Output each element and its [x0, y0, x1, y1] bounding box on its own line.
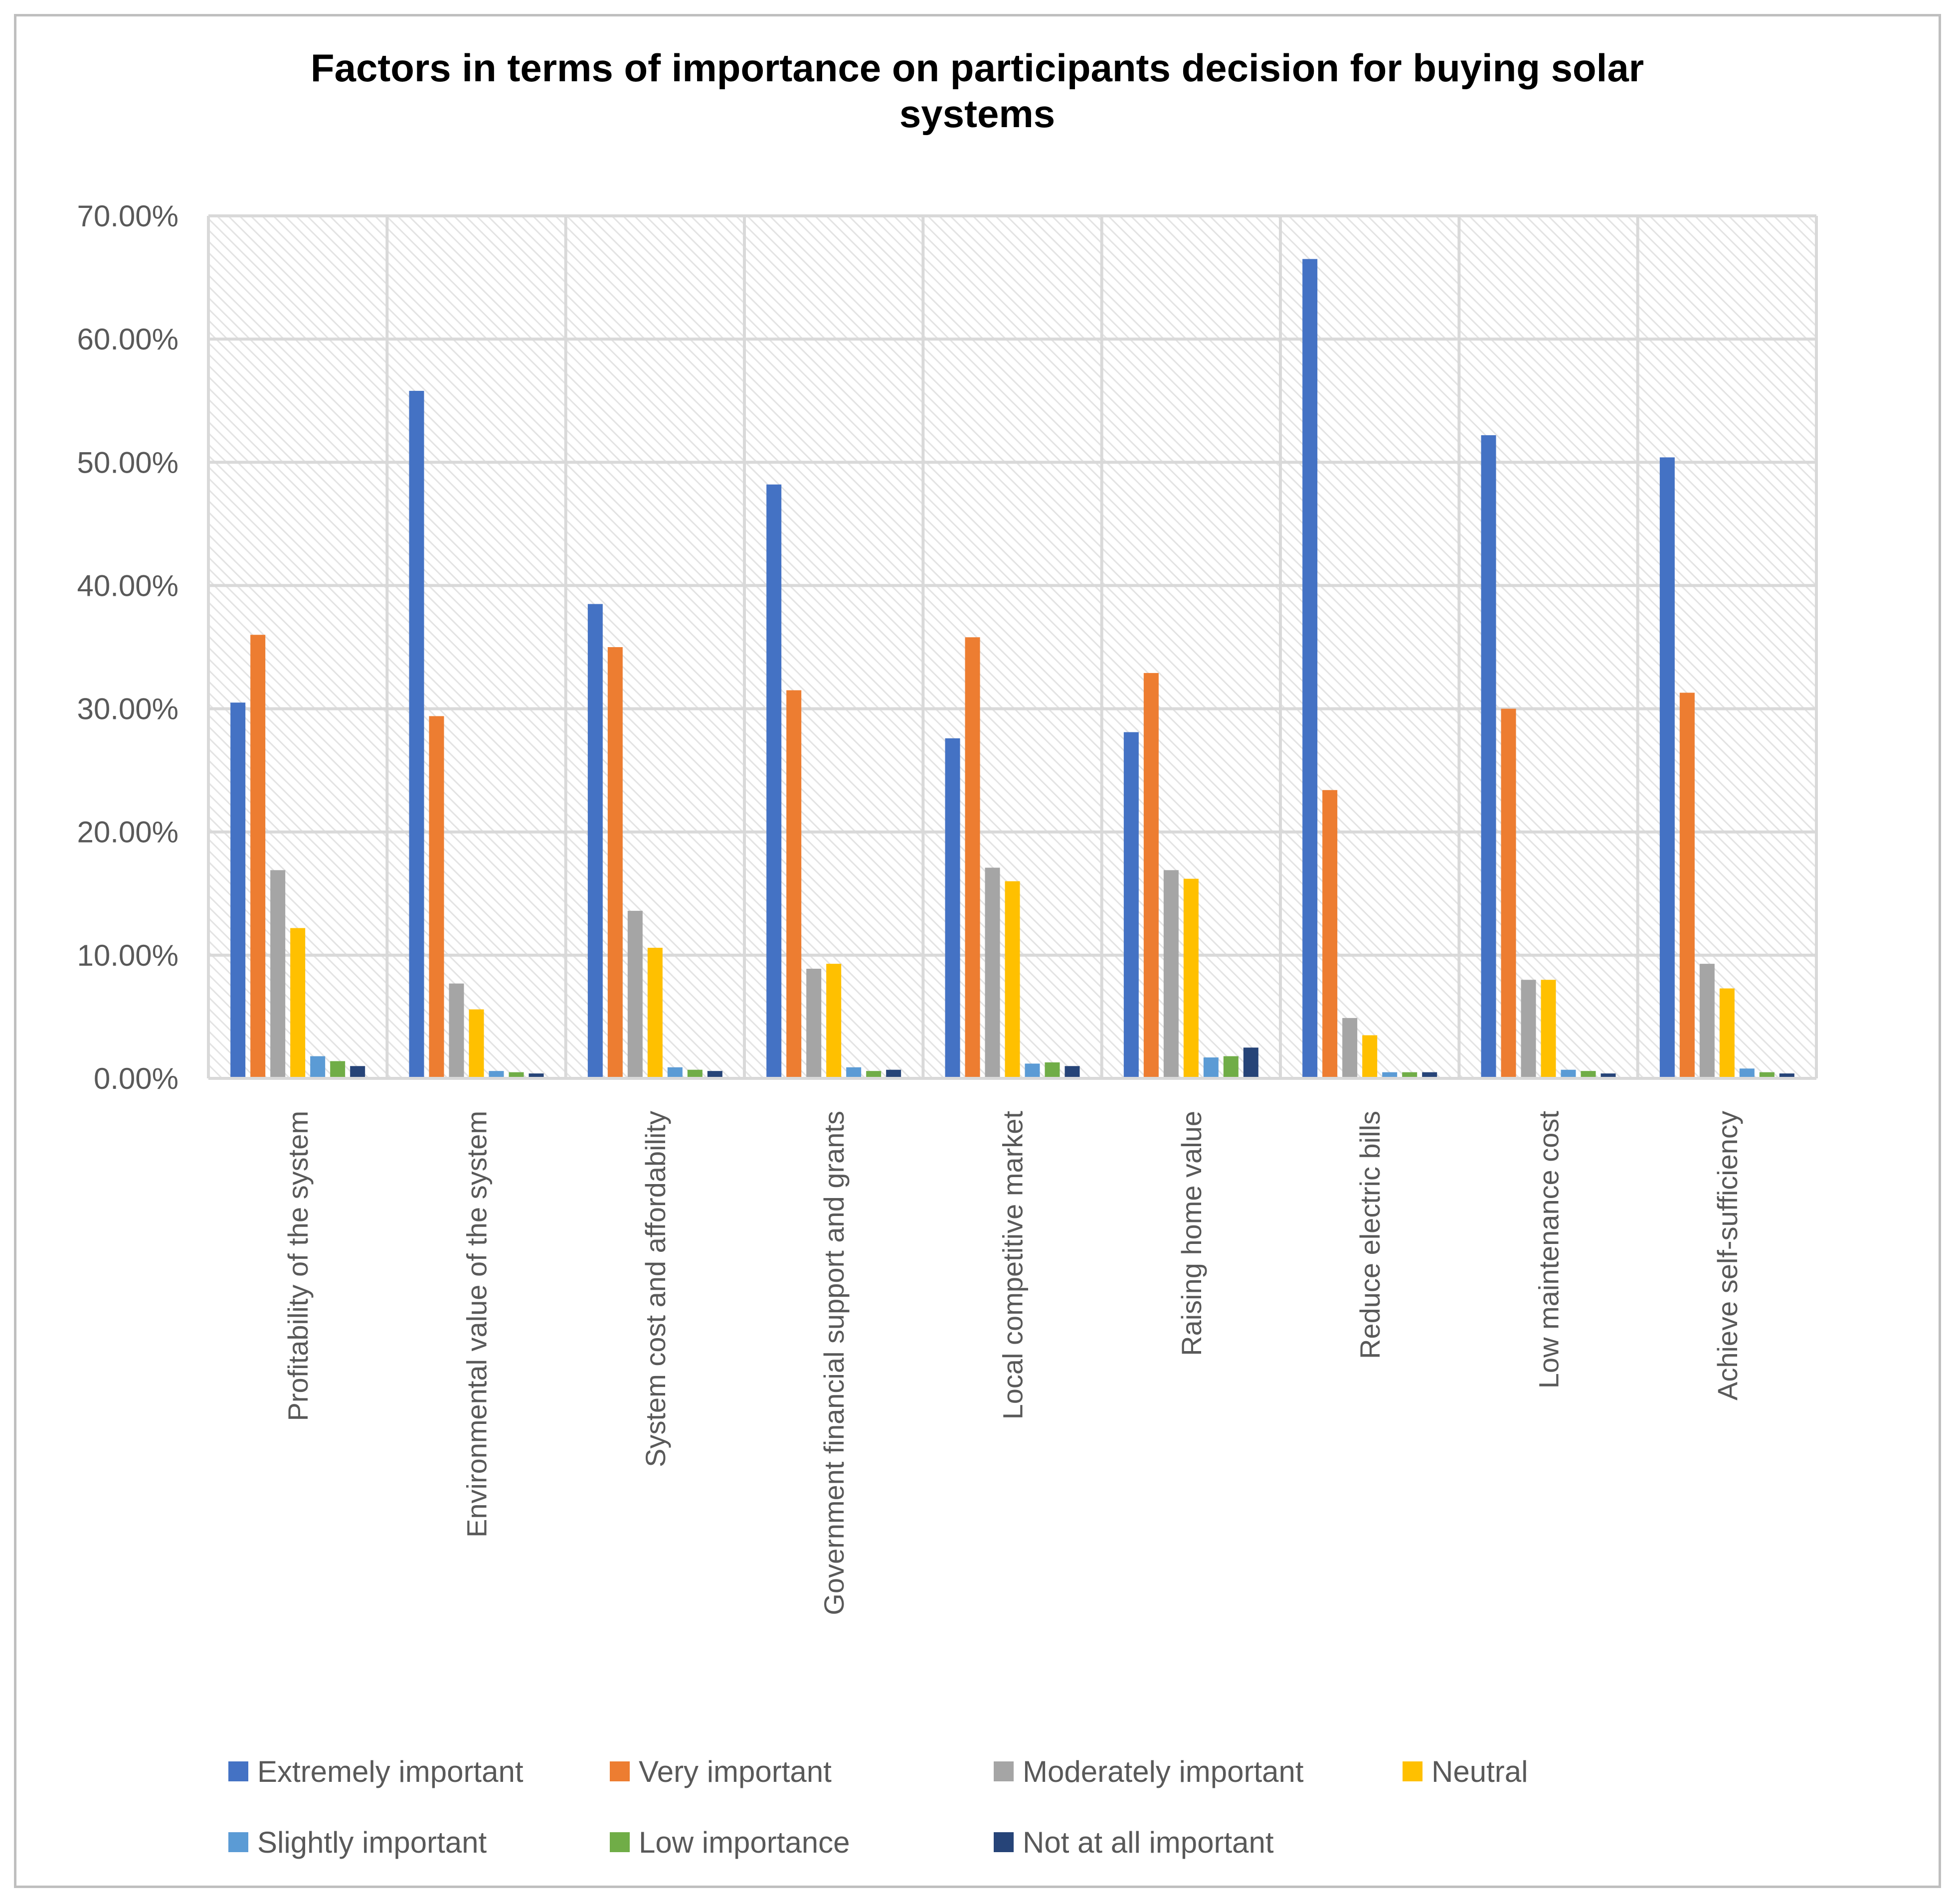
legend-label: Low importance — [639, 1826, 850, 1859]
bar — [1759, 1072, 1775, 1078]
legend-swatch — [228, 1761, 248, 1781]
y-tick-label: 50.00% — [77, 446, 179, 479]
legend-swatch — [610, 1761, 630, 1781]
bar — [1561, 1069, 1576, 1078]
bar — [1659, 457, 1675, 1078]
bar — [350, 1066, 365, 1078]
bar — [429, 716, 444, 1078]
legend-label: Moderately important — [1023, 1755, 1304, 1788]
bar — [965, 637, 980, 1078]
x-category-label: Raising home value — [1176, 1111, 1207, 1356]
y-tick-label: 30.00% — [77, 692, 179, 726]
bar — [647, 948, 663, 1078]
x-category-label: System cost and affordability — [640, 1111, 671, 1467]
bar — [1302, 259, 1318, 1078]
bar — [607, 647, 623, 1078]
legend-label: Extremely important — [257, 1755, 524, 1788]
legend-label: Very important — [639, 1755, 832, 1788]
bar — [1223, 1056, 1239, 1078]
bar — [1719, 988, 1735, 1078]
y-tick-label: 0.00% — [94, 1062, 178, 1095]
legend-swatch — [610, 1832, 630, 1852]
bar — [687, 1069, 703, 1078]
bar — [1025, 1063, 1040, 1078]
bar — [1402, 1072, 1418, 1078]
bar — [1382, 1072, 1398, 1078]
bar — [1322, 790, 1338, 1078]
bar — [1243, 1047, 1258, 1078]
bar — [1123, 732, 1139, 1078]
bar — [1045, 1062, 1060, 1078]
chart-title-line-2: systems — [899, 92, 1055, 136]
bar — [846, 1067, 862, 1078]
bar — [1521, 980, 1536, 1078]
y-tick-label: 20.00% — [77, 816, 179, 849]
bar — [529, 1073, 544, 1078]
chart-frame: Factors in terms of importance on partic… — [14, 14, 1941, 1888]
bar — [270, 870, 286, 1078]
chart-title-line-1: Factors in terms of importance on partic… — [311, 46, 1644, 90]
x-category-label: Government financial support and grants — [818, 1111, 850, 1615]
y-tick-label: 10.00% — [77, 939, 179, 972]
bar — [409, 390, 424, 1078]
x-category-label: Achieve self-sufficiency — [1712, 1111, 1743, 1400]
bar — [627, 910, 643, 1078]
bar — [489, 1071, 504, 1078]
bar — [1601, 1073, 1616, 1078]
y-tick-label: 40.00% — [77, 569, 179, 602]
bar — [1163, 870, 1179, 1078]
bar — [449, 983, 464, 1078]
bar — [1203, 1057, 1219, 1078]
bar — [945, 738, 960, 1078]
bar — [250, 635, 266, 1078]
bar — [469, 1009, 484, 1078]
bar — [866, 1071, 882, 1078]
chart-canvas: Factors in terms of importance on partic… — [77, 46, 1818, 1859]
bar — [985, 867, 1000, 1078]
bar — [1005, 881, 1020, 1078]
bar — [587, 604, 603, 1078]
x-category-label: Profitability of the system — [282, 1111, 314, 1421]
bar — [509, 1072, 524, 1078]
bar — [667, 1067, 683, 1078]
bar — [290, 928, 306, 1078]
bar — [766, 484, 782, 1078]
legend-label: Slightly important — [257, 1826, 487, 1859]
legend-swatch — [994, 1761, 1014, 1781]
bar — [1541, 980, 1556, 1078]
bar — [1183, 878, 1199, 1078]
legend-label: Not at all important — [1023, 1826, 1274, 1859]
bar — [310, 1056, 326, 1078]
bar — [806, 969, 822, 1078]
bar — [826, 964, 842, 1078]
legend-swatch — [1403, 1761, 1423, 1781]
legend-swatch — [228, 1832, 248, 1852]
bar — [1362, 1035, 1378, 1078]
bar — [1581, 1071, 1596, 1078]
bar — [1342, 1018, 1358, 1078]
bar — [1699, 964, 1715, 1078]
bar — [1739, 1068, 1755, 1078]
legend-swatch — [994, 1832, 1014, 1852]
bar — [707, 1071, 722, 1078]
bar — [330, 1061, 346, 1078]
x-category-label: Low maintenance cost — [1533, 1111, 1565, 1389]
legend-label: Neutral — [1431, 1755, 1528, 1788]
bar — [1065, 1066, 1080, 1078]
bar — [1679, 692, 1695, 1078]
x-category-label: Local competitive market — [997, 1111, 1029, 1420]
bar — [886, 1069, 901, 1078]
bar — [1143, 673, 1159, 1078]
x-category-label: Environmental value of the system — [461, 1111, 493, 1538]
bar — [230, 702, 246, 1078]
bar — [1481, 435, 1496, 1078]
bar — [786, 690, 802, 1078]
x-category-label: Reduce electric bills — [1354, 1111, 1386, 1359]
y-tick-label: 70.00% — [77, 199, 179, 233]
y-tick-label: 60.00% — [77, 323, 179, 356]
bar — [1501, 708, 1516, 1078]
bar — [1422, 1072, 1437, 1078]
bar — [1779, 1073, 1794, 1078]
